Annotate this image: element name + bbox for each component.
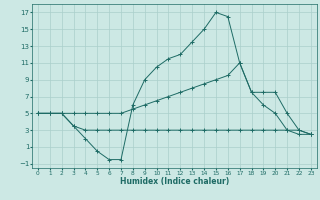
X-axis label: Humidex (Indice chaleur): Humidex (Indice chaleur) — [120, 177, 229, 186]
